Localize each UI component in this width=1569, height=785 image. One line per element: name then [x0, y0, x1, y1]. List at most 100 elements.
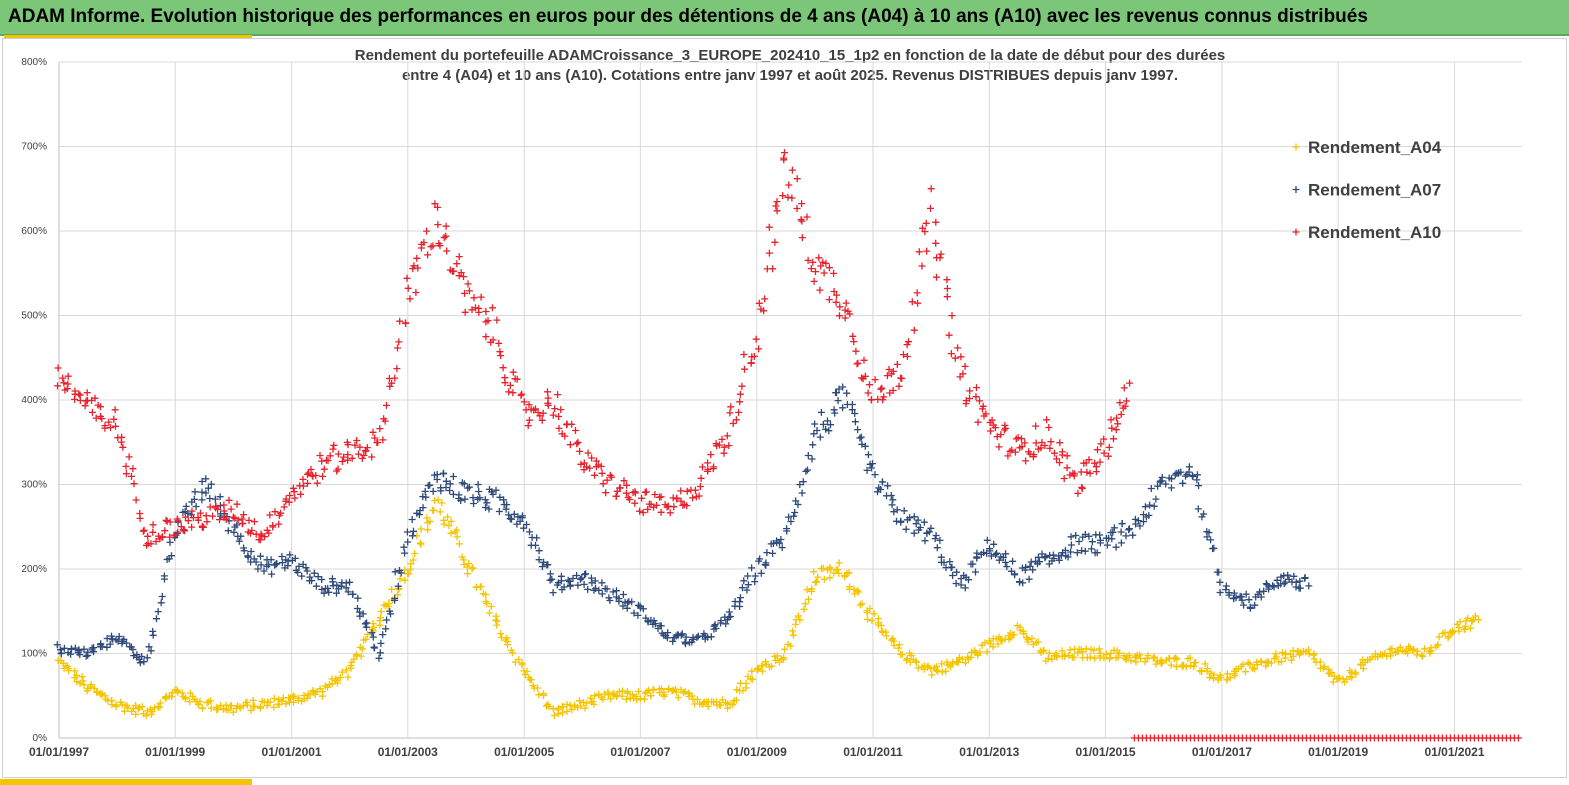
- data-point: [900, 351, 907, 359]
- chart-title-line-1: Rendement du portefeuille ADAMCroissance…: [354, 47, 1226, 64]
- data-point: [132, 701, 140, 709]
- data-point: [110, 415, 118, 423]
- data-point: [294, 568, 302, 576]
- data-point: [1041, 554, 1049, 562]
- data-point: [265, 529, 273, 537]
- data-point: [431, 200, 439, 208]
- data-point: [1273, 576, 1281, 584]
- data-point: [784, 193, 792, 201]
- data-point: [112, 422, 119, 430]
- data-point: [220, 507, 228, 515]
- data-point: [508, 515, 515, 523]
- data-point: [509, 649, 516, 657]
- data-point: [717, 701, 725, 709]
- legend-marker: [1292, 143, 1300, 151]
- data-point: [123, 702, 131, 710]
- data-point: [863, 466, 871, 474]
- data-point: [908, 298, 916, 306]
- data-point: [961, 362, 969, 370]
- x-tick-label: 01/01/2001: [262, 745, 322, 759]
- data-point: [580, 698, 588, 706]
- data-point: [410, 262, 418, 270]
- data-point: [313, 479, 321, 487]
- data-point: [469, 494, 477, 502]
- data-point: [987, 552, 995, 560]
- data-point: [940, 559, 948, 567]
- data-point: [97, 643, 104, 651]
- data-point: [568, 420, 576, 428]
- data-point: [334, 465, 342, 473]
- data-point: [379, 631, 387, 639]
- data-point: [515, 656, 523, 663]
- data-point: [67, 650, 75, 658]
- data-point: [73, 678, 81, 686]
- data-point: [285, 498, 293, 506]
- data-point: [139, 527, 147, 535]
- data-point: [819, 420, 827, 428]
- data-point: [234, 516, 242, 524]
- data-point: [527, 676, 535, 684]
- data-point: [461, 495, 469, 503]
- data-point: [510, 510, 518, 518]
- data-point: [1129, 531, 1137, 539]
- data-point: [1056, 459, 1063, 467]
- series-Rendement_A10: [54, 149, 1134, 549]
- data-point: [591, 577, 599, 585]
- data-point: [1475, 616, 1482, 624]
- data-point: [538, 416, 546, 424]
- data-point: [1464, 614, 1472, 622]
- data-point: [464, 570, 472, 578]
- data-point: [582, 570, 590, 578]
- data-point: [147, 647, 155, 655]
- data-point: [602, 489, 610, 497]
- data-point: [525, 401, 533, 409]
- data-point: [695, 492, 703, 500]
- data-point: [524, 422, 532, 430]
- data-point: [493, 316, 501, 324]
- data-point: [927, 204, 934, 212]
- data-point: [927, 185, 935, 193]
- y-tick-label: 400%: [21, 395, 47, 406]
- data-point: [843, 570, 851, 577]
- data-point: [474, 481, 482, 488]
- data-point: [642, 488, 650, 496]
- data-point: [403, 274, 411, 282]
- data-point: [160, 572, 168, 580]
- data-point: [982, 410, 990, 418]
- data-point: [449, 473, 457, 480]
- data-point: [379, 436, 387, 444]
- data-point: [985, 637, 993, 645]
- data-point: [247, 548, 255, 555]
- data-point: [804, 256, 812, 264]
- data-point: [83, 389, 91, 397]
- data-point: [535, 547, 543, 555]
- data-point: [948, 312, 956, 320]
- data-point: [328, 680, 336, 688]
- data-point: [974, 418, 982, 426]
- data-point: [442, 222, 450, 230]
- data-point: [125, 453, 133, 461]
- data-point: [771, 238, 779, 246]
- data-point: [395, 338, 403, 346]
- data-point: [344, 441, 352, 449]
- data-point: [912, 520, 920, 528]
- data-point: [1020, 630, 1028, 638]
- data-point: [624, 599, 632, 607]
- data-point: [53, 641, 61, 649]
- data-point: [82, 652, 90, 660]
- data-point: [657, 508, 665, 516]
- data-point: [1154, 482, 1162, 490]
- data-point: [71, 390, 79, 398]
- data-point: [1117, 411, 1125, 418]
- x-tick-label: 01/01/2011: [843, 745, 903, 759]
- data-point: [815, 254, 823, 262]
- data-point: [925, 528, 933, 536]
- data-point: [755, 345, 763, 353]
- x-tick-label: 01/01/1997: [29, 745, 89, 759]
- data-point: [1421, 645, 1429, 653]
- data-point: [825, 264, 833, 272]
- data-point: [1278, 649, 1286, 657]
- data-point: [895, 644, 902, 652]
- data-point: [777, 536, 785, 543]
- data-point: [725, 442, 733, 450]
